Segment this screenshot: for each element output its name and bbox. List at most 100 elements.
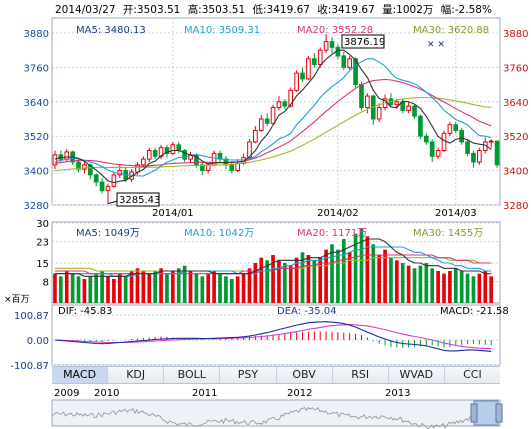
price-y-tick-right: 3520 bbox=[503, 132, 528, 143]
volume-bar bbox=[253, 263, 258, 303]
quote-volume: 量:1002万 bbox=[382, 4, 434, 16]
candle-body bbox=[317, 49, 323, 66]
price-ma10-line bbox=[54, 58, 492, 177]
price-ma30-line bbox=[54, 96, 492, 172]
price-y-tick-left: 3520 bbox=[24, 132, 49, 143]
candle-body bbox=[82, 164, 87, 170]
candle-body bbox=[465, 141, 470, 154]
volume-bar bbox=[212, 271, 216, 303]
volume-bar bbox=[353, 233, 358, 303]
volume-bar bbox=[389, 257, 393, 303]
timeline-right-handle[interactable] bbox=[495, 403, 503, 423]
high-callout-label: 3876.19 bbox=[344, 37, 385, 48]
price-legend-ma20: MA20: 3552.28 bbox=[297, 25, 373, 36]
volume-bar bbox=[341, 239, 346, 303]
tab-obv[interactable]: OBV bbox=[277, 367, 333, 383]
tab-boll[interactable]: BOLL bbox=[164, 367, 221, 383]
candle-body bbox=[229, 164, 235, 172]
volume-bar bbox=[141, 271, 146, 303]
volume-bar bbox=[277, 260, 281, 303]
volume-bar bbox=[271, 255, 275, 303]
volume-bar bbox=[365, 236, 370, 303]
tab-kdj[interactable]: KDJ bbox=[108, 367, 165, 383]
volume-bar bbox=[265, 260, 269, 303]
volume-y-tick: 15 bbox=[36, 259, 49, 270]
volume-bar bbox=[76, 276, 81, 303]
candle-body bbox=[294, 72, 299, 91]
volume-bar bbox=[383, 249, 387, 303]
volume-bar bbox=[88, 276, 93, 303]
quote-date: 2014/03/27 bbox=[55, 4, 116, 16]
quote-open: 开:3503.51 bbox=[122, 4, 181, 16]
volume-bar bbox=[159, 268, 163, 303]
candle-body bbox=[52, 154, 58, 166]
candle-body bbox=[99, 181, 105, 192]
volume-bar bbox=[176, 268, 181, 303]
candle-body bbox=[164, 147, 170, 154]
volume-bar bbox=[147, 273, 152, 303]
timeline-left-handle[interactable] bbox=[470, 403, 478, 423]
candle-body bbox=[329, 41, 335, 48]
tab-macd[interactable]: MACD bbox=[52, 367, 109, 383]
volume-bar bbox=[106, 276, 110, 303]
volume-bar bbox=[318, 257, 323, 303]
price-legend-ma30: MA30: 3620.88 bbox=[413, 25, 489, 36]
candle-body bbox=[494, 140, 500, 166]
price-x-tick: 2014/02 bbox=[317, 208, 359, 219]
volume-bar bbox=[153, 271, 157, 303]
candle-body bbox=[141, 158, 146, 166]
price-y-tick-left: 3400 bbox=[24, 167, 49, 178]
tab-rsi[interactable]: RSI bbox=[333, 367, 389, 383]
candle-body bbox=[412, 105, 417, 117]
volume-legend-ma30: MA30: 1455万 bbox=[413, 228, 483, 239]
price-y-tick-right: 3400 bbox=[503, 167, 528, 178]
candle-body bbox=[247, 141, 252, 159]
volume-bar bbox=[241, 273, 246, 303]
candle-body bbox=[170, 144, 176, 154]
volume-bar bbox=[53, 273, 57, 303]
volume-unit-label: ×百万 bbox=[4, 294, 30, 305]
low-callout-box bbox=[116, 192, 160, 207]
candle-body bbox=[176, 144, 182, 152]
volume-bar bbox=[442, 273, 446, 303]
volume-bar bbox=[477, 273, 482, 303]
volume-bar bbox=[324, 249, 328, 303]
timeline-sparkline bbox=[52, 406, 477, 429]
price-y-tick-left: 3280 bbox=[24, 201, 49, 212]
candle-body bbox=[353, 58, 358, 86]
tab-psy[interactable]: PSY bbox=[220, 367, 277, 383]
volume-bar bbox=[194, 273, 199, 303]
volume-legend-ma10: MA10: 1042万 bbox=[184, 228, 254, 239]
volume-bar bbox=[336, 249, 340, 303]
price-y-tick-left: 3640 bbox=[24, 98, 49, 109]
candle-body bbox=[429, 141, 435, 157]
volume-bar bbox=[117, 273, 122, 303]
candle-body bbox=[447, 124, 453, 134]
volume-bar bbox=[294, 257, 299, 303]
volume-bar bbox=[218, 273, 222, 303]
candle-body bbox=[270, 107, 276, 124]
candle-body bbox=[288, 89, 294, 107]
volume-bar bbox=[312, 260, 317, 303]
tab-cci[interactable]: CCI bbox=[463, 368, 482, 381]
volume-bar bbox=[483, 271, 488, 303]
quote-high: 高:3503.51 bbox=[187, 4, 246, 16]
candle-body bbox=[300, 72, 305, 80]
volume-ma10-line bbox=[54, 246, 492, 277]
volume-bar bbox=[165, 273, 169, 303]
volume-bar bbox=[235, 276, 240, 303]
volume-bar bbox=[123, 276, 128, 303]
volume-bar bbox=[70, 273, 75, 303]
candle-body bbox=[471, 152, 476, 163]
volume-bar bbox=[206, 273, 211, 303]
volume-bar bbox=[182, 265, 187, 303]
price-y-tick-right: 3760 bbox=[503, 63, 528, 74]
tab-wvad[interactable]: WVAD bbox=[389, 367, 445, 383]
price-x-tick: 2014/03 bbox=[435, 208, 477, 219]
volume-bar bbox=[465, 273, 470, 303]
timeline-year-label: 2009 bbox=[54, 388, 80, 399]
macd-dea-line bbox=[54, 324, 492, 350]
volume-bar bbox=[406, 265, 411, 303]
volume-bar bbox=[395, 260, 399, 303]
